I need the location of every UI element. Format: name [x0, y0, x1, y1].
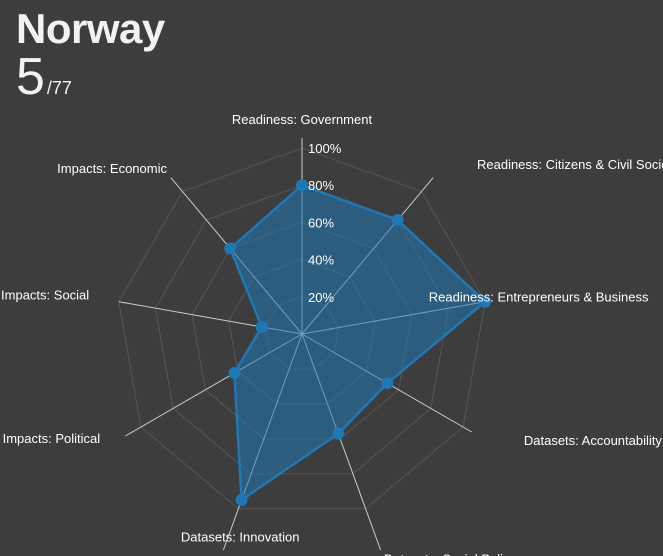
header: Norway 5 /77 [16, 4, 165, 104]
radial-tick-label: 100% [308, 141, 342, 156]
data-point[interactable] [224, 242, 237, 255]
rank-value: 5 [16, 48, 45, 106]
radial-tick-label: 60% [308, 215, 334, 230]
rank-total: /77 [46, 78, 72, 98]
series-area [229, 183, 487, 502]
axis-label: Datasets: Social Policy [384, 551, 517, 556]
data-point[interactable] [479, 295, 492, 308]
data-point[interactable] [332, 427, 345, 440]
axis-label: Datasets: Accountability [524, 433, 663, 448]
data-point[interactable] [255, 320, 268, 333]
data-point[interactable] [381, 377, 394, 390]
radial-tick-label: 20% [308, 290, 334, 305]
series-point-layer [224, 179, 492, 507]
radial-tick-label: 40% [308, 253, 334, 268]
data-point[interactable] [235, 494, 248, 507]
axis-label: Impacts: Economic [57, 161, 167, 176]
country-name: Norway [16, 5, 165, 52]
data-point[interactable] [228, 367, 241, 380]
rank-row: 5 /77 [16, 50, 165, 104]
series-area-layer [229, 183, 487, 502]
axis-label: Impacts: Political [3, 431, 101, 446]
radial-tick-layer: 20% 40% 60% 80% 100% [308, 141, 342, 305]
axis-label: Readiness: Government [232, 112, 373, 127]
radial-tick-label: 80% [308, 178, 334, 193]
grid-ring-5 [118, 147, 486, 510]
axis-label: Impacts: Social [1, 288, 89, 303]
data-point[interactable] [391, 214, 404, 227]
axis-label: Readiness: Entrepreneurs & Business [429, 290, 649, 305]
data-point[interactable] [296, 179, 308, 192]
axis-label: Datasets: Innovation [181, 529, 300, 544]
axis-label-layer: Readiness: Government Readiness: Citizens… [1, 112, 663, 556]
axis-label: Readiness: Citizens & Civil Society [477, 157, 663, 172]
